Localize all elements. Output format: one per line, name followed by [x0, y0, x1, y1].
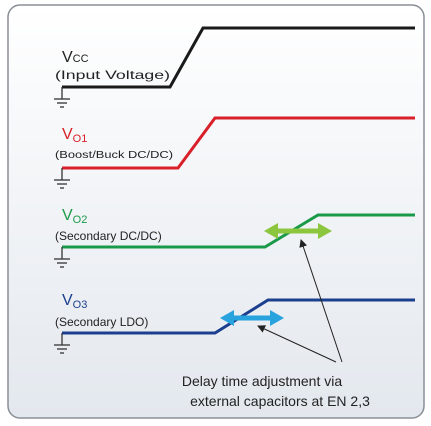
symbol: V — [62, 207, 73, 224]
signal-label: VCC — [62, 49, 89, 66]
ground — [54, 247, 70, 268]
subscript: O1 — [73, 133, 88, 145]
annotation-line: Delay time adjustment via — [182, 373, 343, 389]
subscript: O2 — [73, 214, 88, 226]
signal-description: (Boost/Buck DC/DC) — [55, 150, 173, 161]
symbol: V — [62, 292, 73, 309]
signal-label: VO1 — [62, 126, 87, 145]
panel — [7, 4, 425, 419]
subscript: CC — [73, 53, 89, 65]
green-double-arrow — [264, 223, 332, 239]
ground — [54, 168, 70, 189]
symbol: V — [62, 126, 73, 143]
vcc-wave — [62, 26, 415, 89]
symbol: V — [62, 49, 73, 66]
signal-label: VO2 — [62, 207, 87, 226]
ground — [54, 333, 70, 354]
signal-description: (Secondary DC/DC) — [55, 229, 162, 243]
blue-double-arrow — [220, 310, 284, 326]
signal-label: VO3 — [62, 292, 87, 311]
pointer-line — [257, 325, 337, 363]
ground — [54, 87, 70, 108]
signal-description: (Secondary LDO) — [55, 315, 148, 329]
annotation-line: external capacitors at EN 2,3 — [190, 393, 370, 409]
pointer-line — [299, 239, 343, 363]
signal-description: (Input Voltage) — [55, 68, 170, 82]
subscript: O3 — [73, 299, 88, 311]
vo1-wave — [62, 116, 415, 170]
